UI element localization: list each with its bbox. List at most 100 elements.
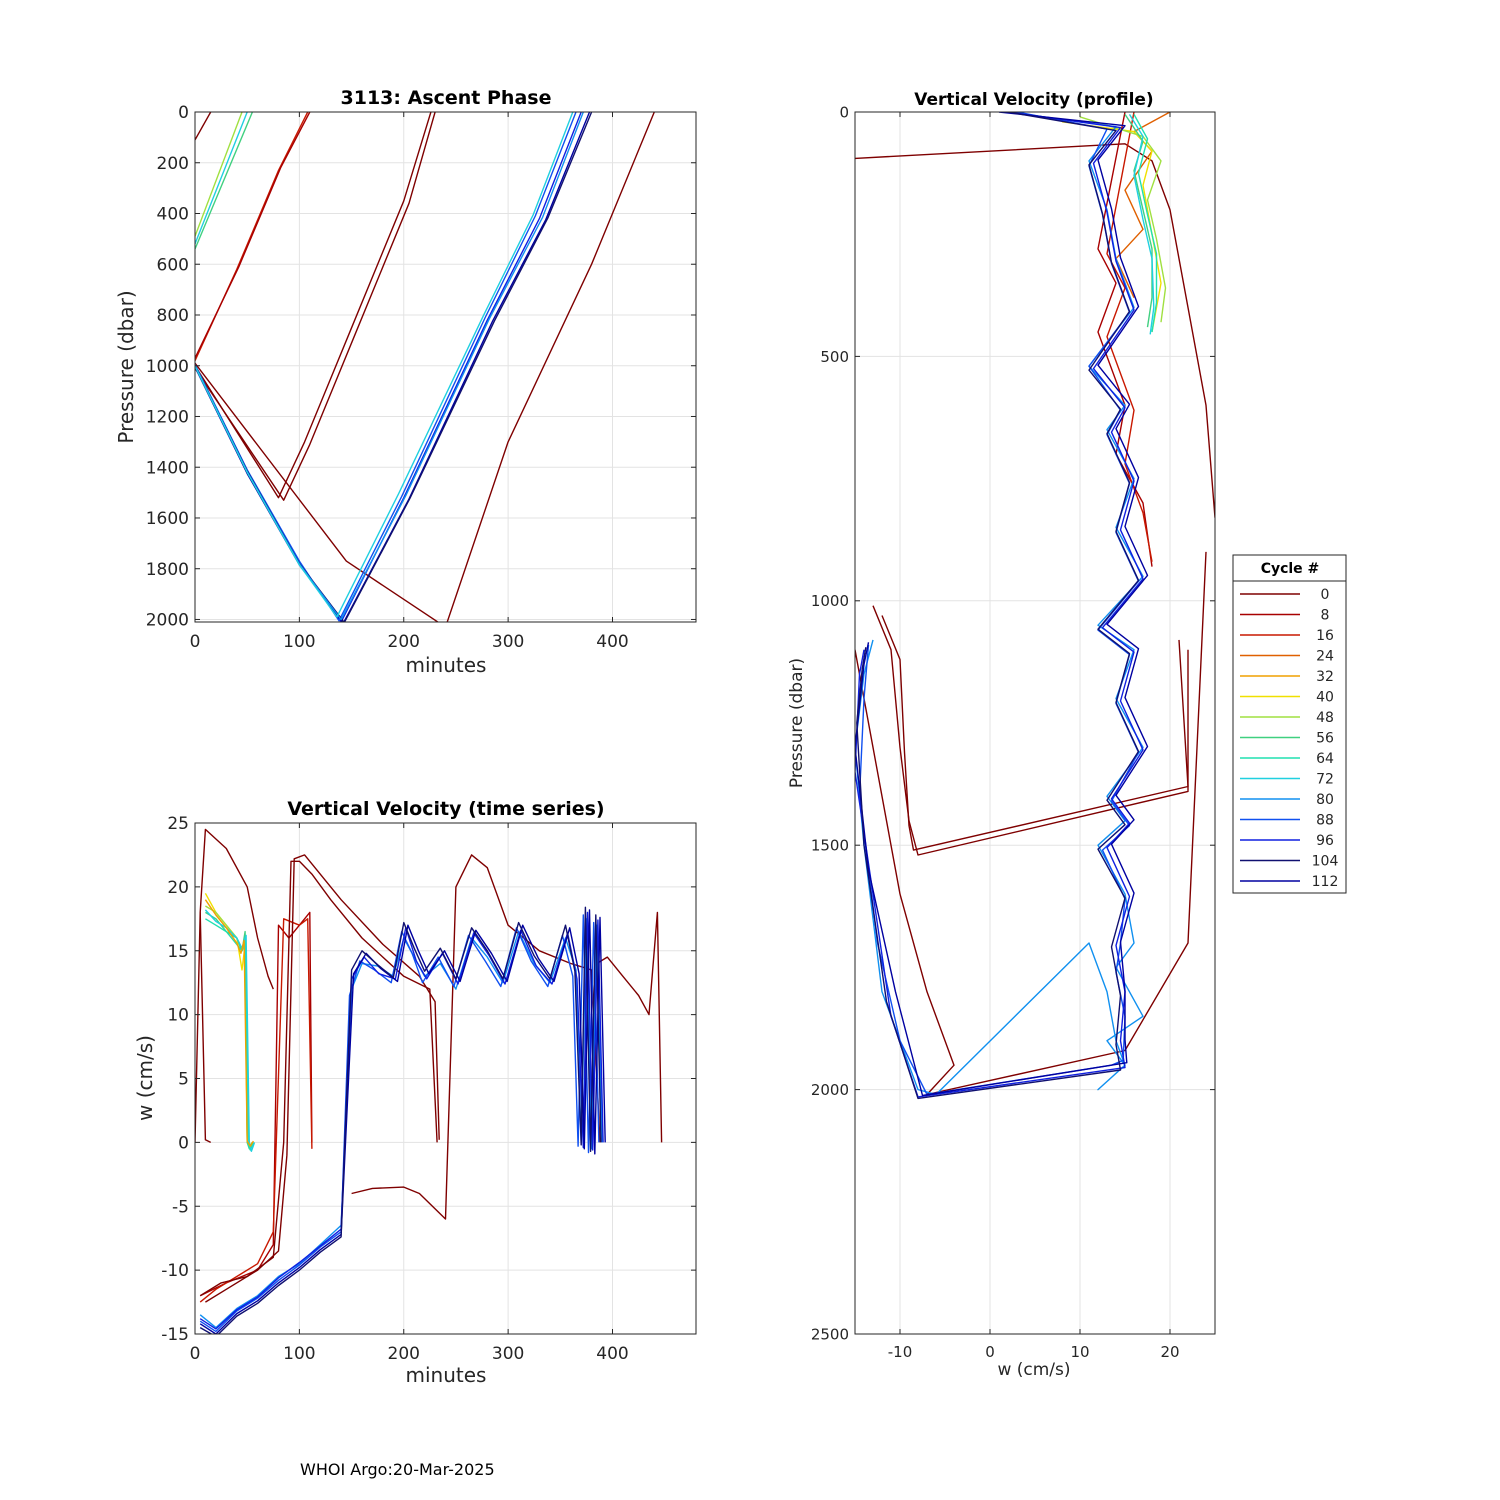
legend-label: 88 — [1316, 813, 1334, 829]
time-series-ytick-label: 10 — [167, 1006, 189, 1026]
legend-label: 104 — [1312, 854, 1339, 870]
profile-ytick-label: 0 — [839, 103, 849, 121]
profile-series-line-14 — [855, 112, 1144, 1098]
profile-series-line-4 — [1097, 112, 1153, 567]
profile-series — [855, 112, 1215, 1100]
ascent-xlabel: minutes — [406, 653, 487, 677]
ascent-series — [195, 112, 655, 622]
ascent-ytick-label: 0 — [178, 103, 189, 123]
legend-label: 0 — [1321, 587, 1330, 603]
profile-xlabel: w (cm/s) — [997, 1360, 1070, 1380]
ascent-ytick-label: 1400 — [146, 458, 189, 478]
profile-series-line-10 — [1133, 114, 1158, 333]
ascent-ytick-label: 800 — [157, 306, 189, 326]
ascent-series-line-3 — [195, 112, 254, 250]
time-series-ytick-label: -15 — [161, 1325, 189, 1345]
profile-xtick-label: 10 — [1070, 1343, 1089, 1361]
profile-ytick-label: 1000 — [811, 592, 849, 610]
profile-ytick-label: 2000 — [811, 1081, 849, 1099]
profile-series-line-5 — [1106, 112, 1153, 562]
time-series-series-line-13 — [204, 899, 254, 1147]
time-series-series-line-1 — [199, 912, 212, 1144]
profile-series-line-15 — [855, 112, 1149, 1097]
profile-series-line-11 — [1128, 114, 1155, 335]
time-series-series-line-7 — [596, 911, 663, 1143]
profile-series-line-3 — [855, 551, 1207, 1096]
ascent-ytick-label: 2000 — [146, 611, 189, 631]
time-series-ytick-label: 15 — [167, 942, 189, 962]
legend-label: 96 — [1316, 833, 1334, 849]
ascent-series-line-1 — [195, 112, 248, 245]
profile-title: Vertical Velocity (profile) — [914, 90, 1153, 110]
ascent-series-line-9 — [195, 112, 582, 622]
profile-series-line-2 — [881, 615, 1189, 851]
legend-label: 80 — [1316, 792, 1334, 808]
ascent-series-line-6 — [195, 112, 432, 499]
ascent-series-line-5 — [195, 112, 311, 359]
ascent-series-line-10 — [195, 112, 591, 622]
time-series-xtick-label: 300 — [492, 1344, 524, 1364]
legend-label: 56 — [1316, 731, 1334, 747]
profile-ytick-label: 2500 — [811, 1325, 849, 1343]
profile-ticks: -10 0 10 20 0 500 1000 1500 2000 2500 — [811, 103, 1215, 1361]
ascent-series-line-7 — [195, 112, 436, 501]
profile-xtick-label: -10 — [888, 1343, 913, 1361]
time-series-series-line-3 — [199, 918, 313, 1303]
profile-xtick-label: 0 — [985, 1343, 995, 1361]
ascent-series-line-12 — [195, 112, 593, 622]
time-series-xtick-label: 400 — [596, 1344, 628, 1364]
ascent-ytick-label: 200 — [157, 154, 189, 174]
profile-series-line-0 — [855, 143, 1215, 518]
profile-ytick-label: 1500 — [811, 837, 849, 855]
profile-series-line-16 — [856, 112, 1140, 1100]
ascent-frame — [194, 111, 697, 623]
legend: Cycle # 0 8 16 24 32 40 48 56 64 72 80 88 96 104 112 — [1232, 554, 1347, 894]
legend-label: 8 — [1321, 608, 1330, 624]
time-series-ytick-label: 5 — [178, 1070, 189, 1090]
ascent-xtick-label: 0 — [190, 632, 201, 652]
profile-grid — [855, 111, 1215, 1335]
legend-label: 64 — [1316, 751, 1334, 767]
ascent-series-line-2 — [195, 112, 243, 237]
legend-label: 32 — [1316, 669, 1334, 685]
time-series-frame — [194, 822, 697, 1335]
time-series-ticks: 0 100 200 300 400 -15 -10 -5 0 5 10 15 20 25 — [161, 814, 696, 1364]
time-series-ytick-label: 0 — [178, 1133, 189, 1153]
time-series-title: Vertical Velocity (time series) — [287, 798, 604, 820]
legend-label: 40 — [1316, 690, 1334, 706]
time-series-grid — [194, 822, 696, 1335]
profile-xtick-label: 20 — [1160, 1343, 1179, 1361]
ascent-ytick-label: 600 — [157, 255, 189, 275]
ascent-series-line-8 — [195, 112, 655, 622]
ascent-xtick-label: 300 — [492, 632, 524, 652]
time-series-ylabel: w (cm/s) — [133, 1035, 157, 1121]
time-series-series-line-5 — [205, 854, 440, 1303]
ascent-series-line-14 — [195, 112, 574, 618]
ascent-ytick-label: 1800 — [146, 560, 189, 580]
ascent-ytick-label: 400 — [157, 205, 189, 225]
ascent-ytick-label: 1200 — [146, 408, 189, 428]
profile-ytick-label: 500 — [820, 348, 849, 366]
profile-chart: Vertical Velocity (profile) -10 0 10 20 0 500… — [787, 90, 1216, 1380]
time-series-xtick-label: 100 — [283, 1344, 315, 1364]
ascent-xtick-label: 400 — [596, 632, 628, 652]
profile-series-line-7 — [1061, 121, 1162, 333]
time-series-xtick-label: 200 — [388, 1344, 420, 1364]
time-series-series-line-17 — [199, 909, 606, 1334]
ascent-ticks: 0 100 200 300 400 0 200 400 600 800 1000 1200 1400 16… — [146, 103, 696, 652]
ascent-series-line-0 — [195, 112, 212, 141]
legend-label: 24 — [1316, 649, 1334, 665]
ascent-title: 3113: Ascent Phase — [341, 87, 552, 109]
legend-title: Cycle # — [1261, 561, 1320, 577]
time-series-series-line-18 — [199, 906, 602, 1334]
legend-label: 112 — [1312, 874, 1339, 890]
time-series-ytick-label: 20 — [167, 878, 189, 898]
ascent-ytick-label: 1600 — [146, 509, 189, 529]
ascent-xtick-label: 200 — [388, 632, 420, 652]
profile-series-line-12 — [855, 112, 1144, 1096]
time-series-xlabel: minutes — [406, 1363, 487, 1387]
legend-label: 16 — [1316, 628, 1334, 644]
time-series-series-line-15 — [199, 914, 600, 1333]
legend-label: 72 — [1316, 772, 1334, 788]
